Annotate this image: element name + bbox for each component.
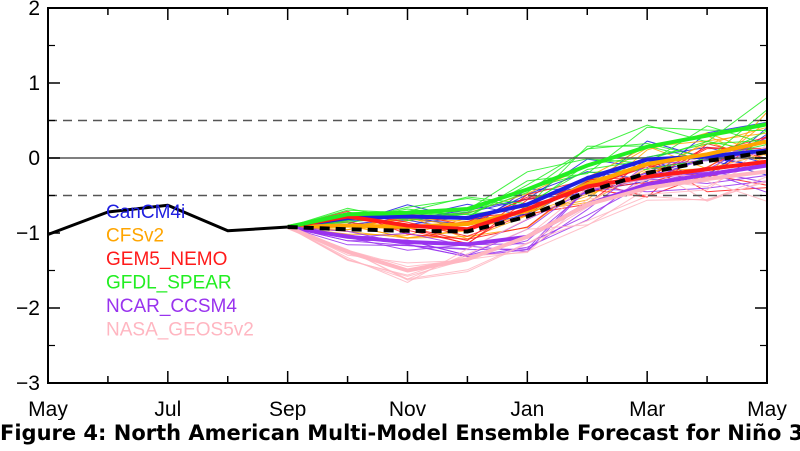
y-tick-label: 2 [28,0,40,20]
x-tick-label: May [28,398,68,420]
y-tick-label: −1 [16,222,40,245]
x-tick-label: Mar [629,398,665,420]
nino34-forecast-chart: May Jul Sep Nov Jan Mar May −3 −2 −1 0 1 2 CanCM4i CF… [16,0,787,420]
observed-line [47,203,288,236]
y-tick-label: 1 [28,72,40,95]
legend-entry: CFSv2 [106,226,164,247]
ensemble-member-line [287,97,768,228]
ensemble-member-line [287,176,768,280]
legend-entry: NASA_GEOS5v2 [106,320,254,341]
figure-caption: Figure 4: North American Multi-Model Ens… [0,421,800,445]
y-tick-label: −3 [16,372,40,395]
ensemble-mean-line [287,150,768,234]
x-tick-label: Nov [389,398,427,420]
axis-ticks: May Jul Sep Nov Jan Mar May −3 −2 −1 0 1 2 [16,0,787,420]
ensemble-member-line [287,135,768,239]
y-tick-label: 0 [28,147,40,170]
legend-entry: NCAR_CCSM4 [106,296,237,317]
legend-entry: GEM5_NEMO [106,249,227,270]
model-mean-line [287,122,768,229]
y-tick-label: −2 [16,297,40,320]
x-tick-label: Jul [154,398,181,420]
model-mean-line [287,159,768,232]
x-tick-label: May [747,398,787,420]
x-tick-label: Jan [510,398,544,420]
model-mean-line [286,169,768,273]
legend-entry: GFDL_SPEAR [106,273,232,294]
x-tick-label: Sep [269,398,306,420]
model-mean-lines [47,122,768,273]
legend-entry: CanCM4i [106,202,185,223]
